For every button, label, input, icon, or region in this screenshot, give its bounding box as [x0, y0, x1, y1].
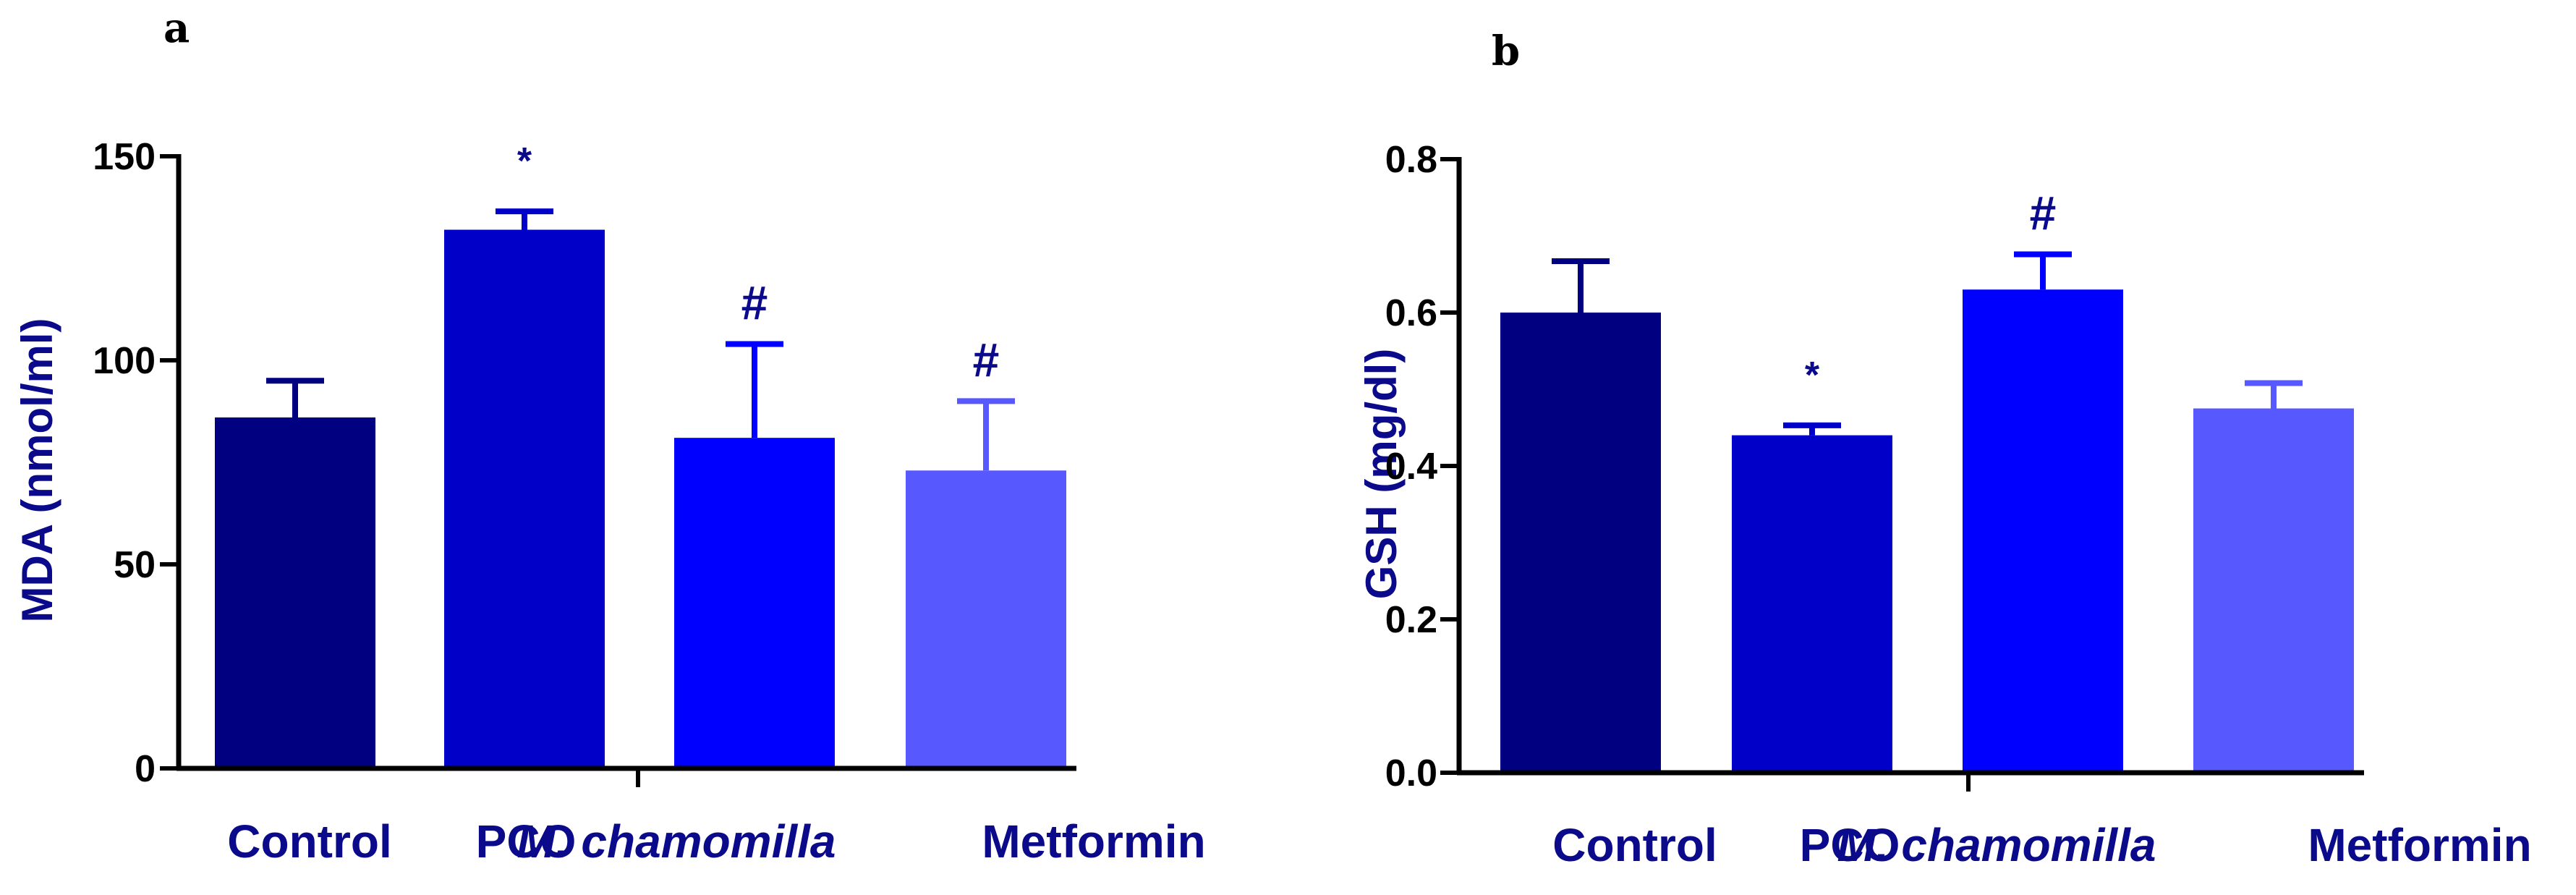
significance-marker-a-2: *	[517, 140, 532, 182]
panel-b-label: b	[1492, 27, 1520, 75]
bar-a-2	[444, 229, 605, 768]
x-category-label-a-4: Metformin	[982, 815, 1205, 868]
bar-a-3	[674, 438, 835, 768]
y-tick-label-a-0: 0	[135, 748, 156, 790]
panel-a: a MDA (nmol/ml) 0 50 100 150 * # # Control PCOM.…	[13, 4, 1206, 868]
significance-marker-b-3: #	[2030, 186, 2057, 239]
x-category-label-b-1: Control	[1552, 819, 1717, 871]
y-tick-label-b-3: 0.6	[1385, 292, 1437, 334]
bar-b-2	[1732, 435, 1892, 773]
significance-marker-a-3: #	[741, 276, 768, 329]
y-tick-label-b-1: 0.2	[1385, 599, 1437, 641]
bar-a-4	[906, 470, 1066, 768]
bar-b-1	[1500, 313, 1661, 773]
x-category-label-a-1: Control	[227, 815, 392, 868]
bar-a-1	[215, 417, 375, 768]
bar-b-3	[1963, 289, 2123, 773]
significance-marker-b-2: *	[1805, 355, 1820, 396]
y-axis-label-b: GSH (mg/dl)	[1357, 349, 1406, 600]
y-tick-label-b-4: 0.8	[1385, 139, 1437, 181]
panel-a-label: a	[163, 4, 190, 52]
y-tick-label-a-3: 150	[93, 136, 156, 178]
y-tick-label-b-2: 0.4	[1385, 446, 1437, 488]
x-category-label-b-4: Metformin	[2308, 819, 2531, 871]
y-axis-label-a: MDA (nmol/ml)	[13, 318, 61, 622]
x-category-label-b-2: PCO	[1800, 819, 1900, 871]
bar-b-4	[2193, 408, 2354, 773]
significance-marker-a-4: #	[973, 333, 1000, 386]
x-category-label-a-2: PCO	[476, 815, 577, 868]
panel-b: b GSH (mg/dl) 0.0 0.2 0.4 0.6 0.8 * # Control PC…	[1357, 27, 2532, 871]
y-tick-label-a-1: 50	[114, 544, 156, 586]
y-tick-label-a-2: 100	[93, 340, 156, 382]
x-category-label-a-3: M. chamomilla	[517, 815, 836, 868]
x-category-label-b-3: M. chamomilla	[1837, 819, 2156, 871]
y-tick-label-b-0: 0.0	[1385, 752, 1437, 794]
